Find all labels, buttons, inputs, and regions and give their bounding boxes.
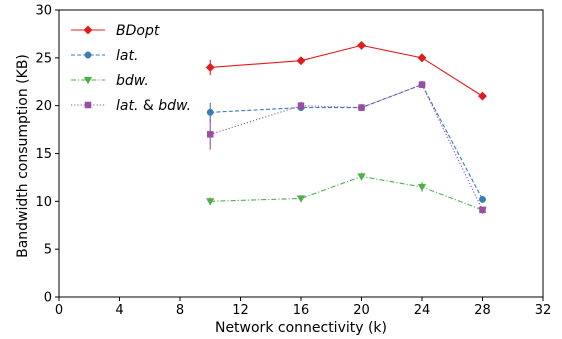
data-point — [205, 62, 215, 72]
data-point — [477, 91, 488, 101]
legend-label-part: lat. — [116, 98, 138, 114]
data-point — [418, 81, 426, 88]
series-line — [210, 44, 483, 97]
data-point — [358, 104, 365, 111]
series-2 — [206, 172, 487, 215]
data-point — [206, 198, 215, 206]
legend-label: BDopt — [116, 23, 160, 39]
x-tick-label: 8 — [176, 303, 184, 318]
axis-ticks: 0 4 8 12 16 20 24 28 32 0 5 10 15 20 25 30 — [35, 4, 551, 319]
x-tick-label: 0 — [55, 303, 63, 318]
data-point — [356, 40, 367, 50]
legend-entry: lat. — [71, 48, 138, 64]
y-tick-label: 30 — [35, 4, 52, 19]
y-tick-label: 15 — [35, 147, 52, 162]
x-tick-label: 28 — [474, 303, 491, 318]
data-point — [297, 102, 305, 109]
x-tick-label: 32 — [535, 303, 552, 318]
legend-label: bdw. — [116, 73, 149, 89]
y-tick-label: 20 — [35, 99, 52, 114]
data-point — [479, 206, 486, 214]
data-point — [296, 195, 306, 203]
data-point — [296, 56, 306, 66]
data-point — [417, 183, 427, 192]
series-1 — [206, 81, 486, 203]
data-point — [207, 131, 214, 138]
series-line — [210, 83, 483, 200]
x-tick-label: 16 — [293, 303, 310, 318]
series-3 — [207, 81, 486, 214]
x-tick-label: 12 — [232, 303, 249, 318]
data-point — [357, 173, 366, 181]
x-axis-label: Network connectivity (k) — [215, 320, 387, 336]
x-tick-label: 24 — [414, 303, 431, 318]
series-layer — [205, 40, 488, 215]
data-point — [206, 108, 214, 116]
legend-swatch-marker — [83, 76, 93, 85]
data-point — [417, 53, 427, 63]
y-tick-label: 5 — [44, 243, 52, 258]
series-0 — [205, 40, 488, 101]
y-axis-label: Bandwidth consumption (KB) — [15, 54, 31, 258]
legend-swatch-marker — [84, 101, 92, 109]
legend-label: lat. & bdw. — [116, 98, 191, 114]
legend-swatch-marker — [83, 25, 93, 35]
series-line — [210, 175, 483, 211]
x-tick-label: 4 — [115, 303, 123, 318]
series-line — [210, 83, 483, 211]
data-point — [479, 195, 486, 203]
legend-entry: BDopt — [71, 23, 160, 39]
legend-entry: bdw. — [71, 73, 149, 89]
x-tick-label: 20 — [353, 303, 370, 318]
legend-label-part: & — [138, 98, 158, 114]
legend-label: lat. — [116, 48, 138, 64]
y-tick-label: 25 — [35, 51, 52, 66]
legend-label-part: bdw. — [158, 98, 191, 114]
y-tick-label: 10 — [35, 195, 52, 210]
legend-entry: lat. & bdw. — [71, 98, 191, 114]
y-tick-label: 0 — [44, 291, 52, 306]
legend-swatch-marker — [84, 51, 92, 59]
